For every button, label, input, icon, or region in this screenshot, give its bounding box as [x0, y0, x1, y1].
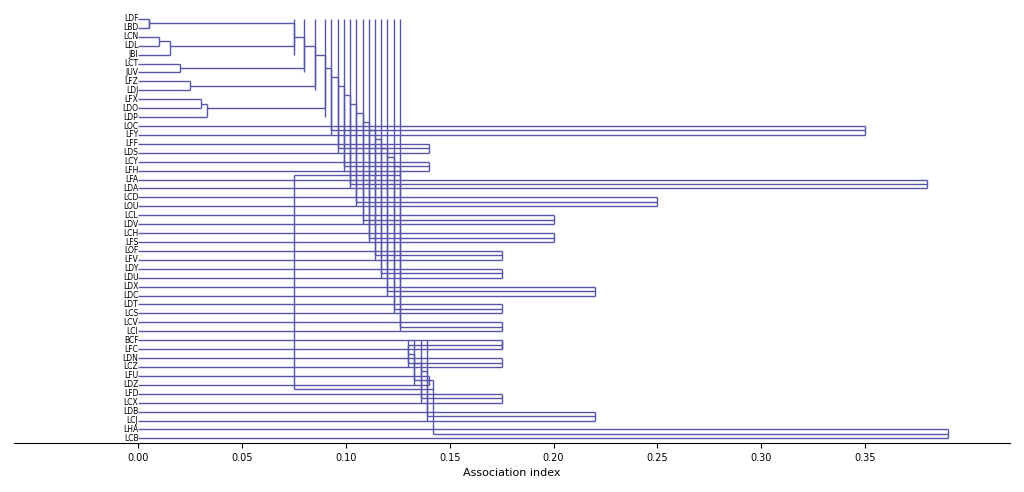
Text: LFX: LFX	[125, 95, 138, 104]
Text: LDP: LDP	[124, 113, 138, 122]
Text: LDV: LDV	[123, 219, 138, 229]
Text: LOU: LOU	[123, 202, 138, 211]
Text: LCD: LCD	[123, 193, 138, 202]
Text: LDJ: LDJ	[126, 86, 138, 95]
Text: LDB: LDB	[123, 407, 138, 416]
Text: LFZ: LFZ	[125, 77, 138, 86]
Text: JBI: JBI	[129, 50, 138, 59]
Text: LFF: LFF	[125, 139, 138, 149]
Text: LDC: LDC	[123, 291, 138, 300]
Text: JUV: JUV	[125, 68, 138, 77]
Text: LDF: LDF	[124, 14, 138, 24]
Text: LHA: LHA	[123, 425, 138, 434]
Text: LDY: LDY	[124, 264, 138, 273]
Text: LCZ: LCZ	[124, 363, 138, 371]
Text: LOC: LOC	[123, 122, 138, 130]
Text: LFS: LFS	[125, 238, 138, 246]
Text: LCN: LCN	[123, 32, 138, 41]
Text: LDN: LDN	[123, 354, 138, 363]
Text: LFH: LFH	[124, 166, 138, 175]
Text: LCS: LCS	[124, 309, 138, 318]
Text: LCI: LCI	[127, 327, 138, 336]
Text: LDS: LDS	[124, 148, 138, 157]
Text: LDL: LDL	[124, 41, 138, 50]
Text: LDO: LDO	[123, 104, 138, 113]
Text: LCT: LCT	[124, 59, 138, 68]
Text: LDT: LDT	[124, 300, 138, 309]
Text: BCF: BCF	[124, 336, 138, 345]
Text: LBD: LBD	[123, 23, 138, 32]
Text: LFC: LFC	[125, 344, 138, 354]
Text: LCL: LCL	[125, 211, 138, 220]
Text: LOF: LOF	[124, 246, 138, 255]
Text: LFA: LFA	[125, 175, 138, 184]
Text: LDU: LDU	[123, 273, 138, 282]
Text: LCX: LCX	[124, 398, 138, 407]
Text: LFY: LFY	[125, 130, 138, 139]
X-axis label: Association index: Association index	[463, 468, 561, 478]
Text: LCB: LCB	[124, 434, 138, 443]
Text: LDX: LDX	[123, 282, 138, 291]
Text: LDA: LDA	[123, 184, 138, 193]
Text: LFD: LFD	[124, 389, 138, 398]
Text: LCY: LCY	[125, 157, 138, 166]
Text: LFU: LFU	[124, 371, 138, 380]
Text: LDZ: LDZ	[123, 380, 138, 389]
Text: LFV: LFV	[125, 255, 138, 264]
Text: LCV: LCV	[124, 318, 138, 327]
Text: LCJ: LCJ	[127, 416, 138, 425]
Text: LCH: LCH	[123, 229, 138, 238]
